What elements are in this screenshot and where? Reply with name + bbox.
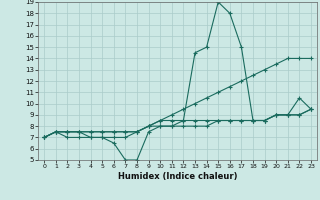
X-axis label: Humidex (Indice chaleur): Humidex (Indice chaleur) <box>118 172 237 181</box>
